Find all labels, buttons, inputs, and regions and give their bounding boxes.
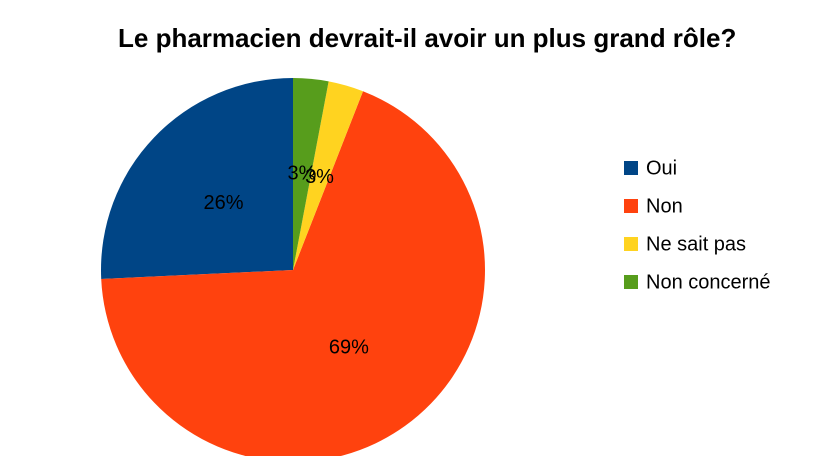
data-label: 3%: [305, 166, 334, 188]
legend-swatch: [624, 161, 638, 175]
legend-swatch: [624, 199, 638, 213]
pie-slice: [101, 91, 485, 456]
legend-swatch: [624, 237, 638, 251]
legend-label: Oui: [646, 157, 677, 179]
pie-slice: [293, 78, 329, 270]
legend-label: Non concerné: [646, 271, 771, 293]
data-label: 69%: [329, 336, 369, 358]
legend-label: Non: [646, 195, 683, 217]
legend-label: Ne sait pas: [646, 233, 746, 255]
chart-title: Le pharmacien devrait-il avoir un plus g…: [118, 23, 736, 53]
pie-slice: [293, 81, 364, 270]
data-label: 3%: [287, 163, 316, 185]
data-label: 26%: [204, 192, 244, 214]
pie-slice: [101, 78, 294, 279]
legend-swatch: [624, 275, 638, 289]
